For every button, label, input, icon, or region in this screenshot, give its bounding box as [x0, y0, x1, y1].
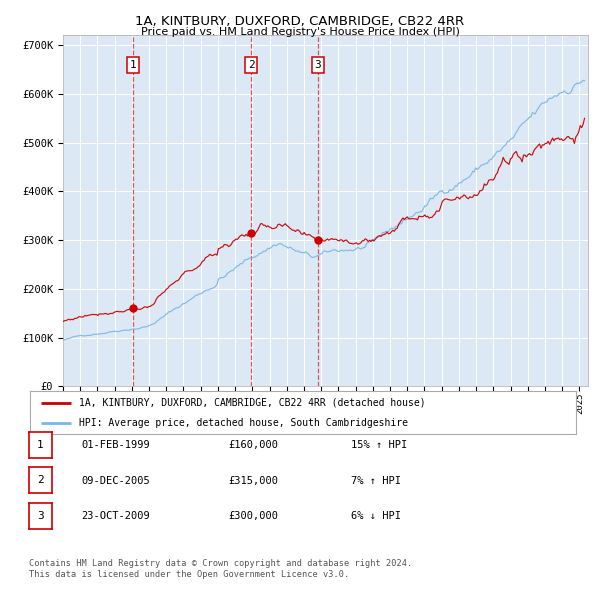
Text: 01-FEB-1999: 01-FEB-1999 [81, 441, 150, 450]
Text: 09-DEC-2005: 09-DEC-2005 [81, 476, 150, 486]
Text: 3: 3 [314, 60, 322, 70]
Text: £315,000: £315,000 [228, 476, 278, 486]
Text: 1: 1 [37, 440, 44, 450]
Text: Contains HM Land Registry data © Crown copyright and database right 2024.: Contains HM Land Registry data © Crown c… [29, 559, 412, 568]
Text: 23-OCT-2009: 23-OCT-2009 [81, 512, 150, 521]
Text: 7% ↑ HPI: 7% ↑ HPI [351, 476, 401, 486]
Text: £160,000: £160,000 [228, 441, 278, 450]
Text: Price paid vs. HM Land Registry's House Price Index (HPI): Price paid vs. HM Land Registry's House … [140, 27, 460, 37]
Text: This data is licensed under the Open Government Licence v3.0.: This data is licensed under the Open Gov… [29, 571, 349, 579]
Text: 15% ↑ HPI: 15% ↑ HPI [351, 441, 407, 450]
Text: 1A, KINTBURY, DUXFORD, CAMBRIDGE, CB22 4RR: 1A, KINTBURY, DUXFORD, CAMBRIDGE, CB22 4… [136, 15, 464, 28]
Text: HPI: Average price, detached house, South Cambridgeshire: HPI: Average price, detached house, Sout… [79, 418, 408, 428]
Text: 3: 3 [37, 510, 44, 520]
Text: 2: 2 [248, 60, 254, 70]
Text: 2: 2 [37, 475, 44, 485]
Text: 1A, KINTBURY, DUXFORD, CAMBRIDGE, CB22 4RR (detached house): 1A, KINTBURY, DUXFORD, CAMBRIDGE, CB22 4… [79, 398, 426, 408]
Text: 1: 1 [130, 60, 137, 70]
Text: £300,000: £300,000 [228, 512, 278, 521]
Text: 6% ↓ HPI: 6% ↓ HPI [351, 512, 401, 521]
